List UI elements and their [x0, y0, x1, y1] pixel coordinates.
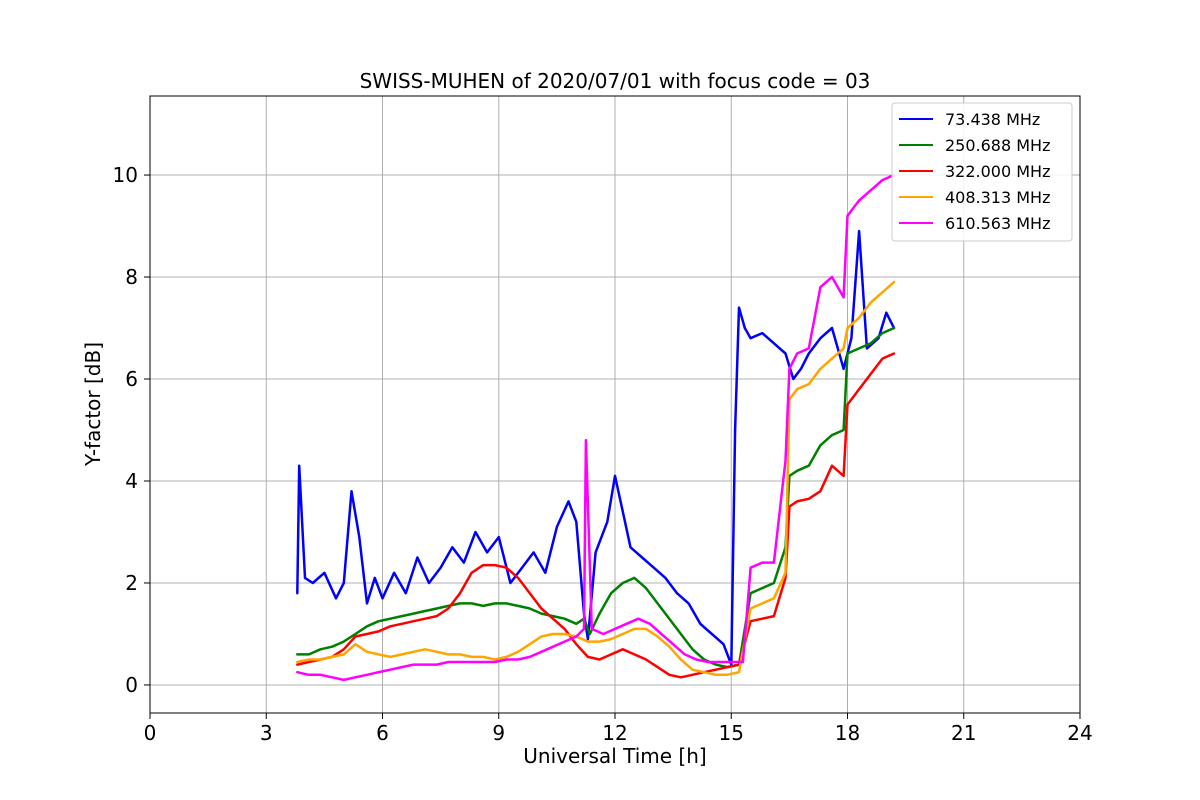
plot-series	[296, 173, 896, 682]
legend-label-0: 73.438 MHz	[945, 110, 1040, 129]
series-line-2	[296, 352, 896, 679]
chart-title: SWISS-MUHEN of 2020/07/01 with focus cod…	[360, 69, 871, 93]
x-tick-label: 9	[492, 721, 505, 745]
x-tick-label: 3	[260, 721, 273, 745]
series-line-0	[296, 229, 896, 666]
x-tick-label: 15	[719, 721, 744, 745]
x-tick-label: 18	[835, 721, 860, 745]
x-tick-label: 0	[144, 721, 157, 745]
series-line-3	[296, 280, 896, 677]
legend-label-4: 610.563 MHz	[945, 214, 1050, 233]
y-tick-label: 2	[125, 571, 138, 595]
legend-label-1: 250.688 MHz	[945, 136, 1050, 155]
legend-label-2: 322.000 MHz	[945, 162, 1050, 181]
legend-label-3: 408.313 MHz	[945, 188, 1050, 207]
series-line-4	[296, 173, 896, 682]
x-axis-label: Universal Time [h]	[523, 744, 706, 768]
series-line-1	[296, 326, 896, 669]
y-tick-label: 8	[125, 265, 138, 289]
y-axis-ticks: 0 2 4 6 8 10	[113, 163, 150, 697]
x-tick-label: 24	[1067, 721, 1092, 745]
x-tick-label: 21	[951, 721, 976, 745]
y-tick-label: 4	[125, 469, 138, 493]
y-tick-label: 0	[125, 673, 138, 697]
x-tick-label: 12	[602, 721, 627, 745]
y-axis-label: Y-factor [dB]	[81, 342, 105, 467]
legend-box	[891, 102, 1073, 242]
y-tick-label: 10	[113, 163, 138, 187]
x-axis-ticks: 0 3 6 9 12 15 18 21 24	[144, 713, 1093, 745]
legend: 73.438 MHz 250.688 MHz 322.000 MHz 408.3…	[891, 102, 1073, 242]
y-tick-label: 6	[125, 367, 138, 391]
x-tick-label: 6	[376, 721, 389, 745]
